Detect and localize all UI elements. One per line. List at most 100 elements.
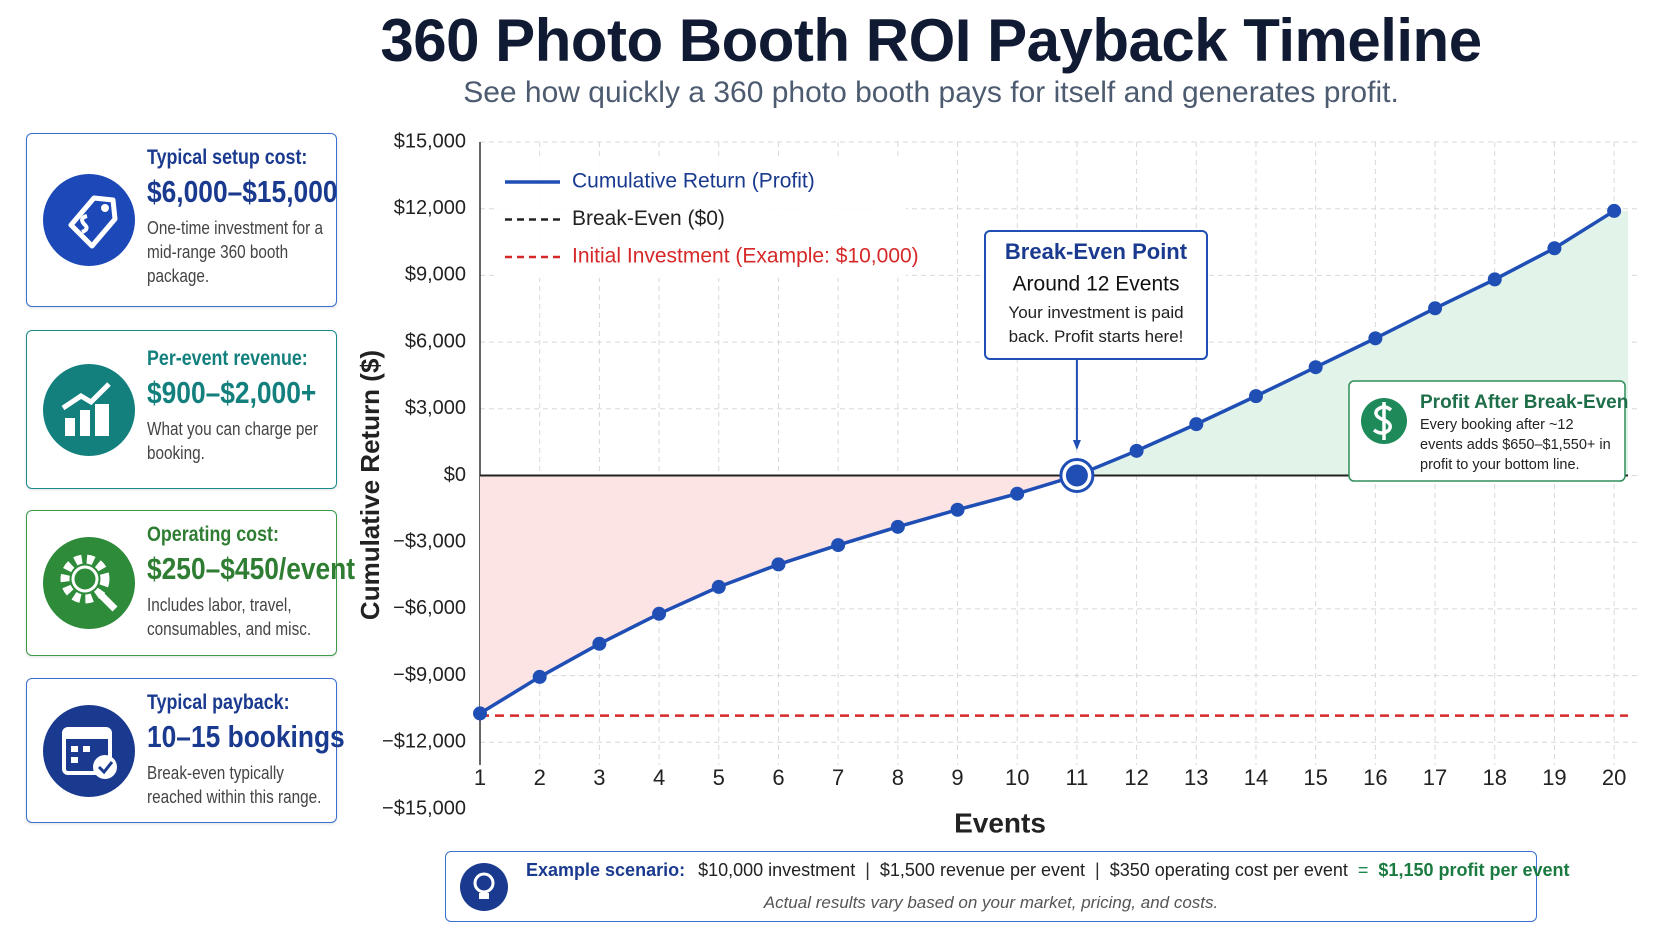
icon xyxy=(460,863,508,911)
callout-icon-glyph xyxy=(1372,402,1393,440)
separator: | xyxy=(865,860,870,880)
separator: | xyxy=(1095,860,1100,880)
data-point xyxy=(1428,301,1443,316)
x-tick-label: 3 xyxy=(593,765,605,790)
card-description: What you can charge per booking. xyxy=(147,419,318,463)
card-text: Typical payback: 10–15 bookings Break-ev… xyxy=(147,691,345,809)
y-tick-label: $15,000 xyxy=(394,130,466,152)
x-tick-label: 13 xyxy=(1184,765,1208,790)
scenario-result: $1,150 profit per event xyxy=(1378,860,1570,880)
y-tick-label: −$15,000 xyxy=(382,797,466,819)
data-point xyxy=(890,519,905,534)
data-point xyxy=(1308,360,1323,375)
card-label: Typical payback: xyxy=(147,691,290,714)
scenario-item: $1,500 revenue per event xyxy=(879,860,1086,880)
card-value: $6,000–$15,000 xyxy=(147,174,338,209)
legend-box xyxy=(494,160,906,278)
x-tick-label: 9 xyxy=(951,765,963,790)
card-label: Typical setup cost: xyxy=(147,146,308,169)
data-point xyxy=(1189,417,1204,432)
card: Per-event revenue: $900–$2,000+ What you… xyxy=(26,330,337,489)
legend-label: Initial Investment (Example: $10,000) xyxy=(572,245,919,268)
scenario-line: Example scenario: $10,000 investment | $1,… xyxy=(526,860,1570,881)
callout-arrow xyxy=(1072,440,1081,450)
card: Typical setup cost: $6,000–$15,000 One-t… xyxy=(26,133,338,307)
series-line xyxy=(479,209,1616,715)
icon xyxy=(43,704,135,797)
data-point xyxy=(1607,203,1622,218)
card-text: Typical setup cost: $6,000–$15,000 One-t… xyxy=(147,146,338,288)
icon xyxy=(43,537,135,629)
x-tick-label: 19 xyxy=(1542,765,1566,790)
card: Typical payback: 10–15 bookings Break-ev… xyxy=(26,678,345,823)
y-tick-label: $6,000 xyxy=(405,330,466,352)
card-label: Per-event revenue: xyxy=(147,347,308,370)
x-tick-label: 11 xyxy=(1065,765,1088,790)
scenario-label: Example scenario: xyxy=(526,860,686,880)
callout-text: Your investment is paid back. Profit star… xyxy=(1008,303,1183,346)
legend-label: Break-Even ($0) xyxy=(572,207,725,230)
data-point xyxy=(771,557,786,572)
x-tick-label: 1 xyxy=(474,765,486,790)
x-tick-label: 5 xyxy=(713,765,725,790)
scenario-item: $350 operating cost per event xyxy=(1109,860,1348,880)
y-tick-label: −$3,000 xyxy=(393,530,466,552)
card-label: Operating cost: xyxy=(147,523,279,546)
x-tick-label: 6 xyxy=(772,765,784,790)
data-point xyxy=(1547,241,1562,256)
x-tick-label: 17 xyxy=(1423,765,1447,790)
footer: Example scenario: $10,000 investment | $1,… xyxy=(445,851,1570,922)
scenario-note: Actual results vary based on your market… xyxy=(763,893,1219,912)
callout-subtitle: Around 12 Events xyxy=(1013,273,1180,296)
data-point xyxy=(592,636,607,651)
loss-area xyxy=(480,475,1077,714)
callout-title: Profit After Break-Even xyxy=(1420,392,1628,413)
data-point xyxy=(1487,272,1502,287)
y-tick-label: $9,000 xyxy=(405,264,466,286)
x-tick-label: 15 xyxy=(1303,765,1327,790)
card-value: $900–$2,000+ xyxy=(147,375,317,410)
data-point xyxy=(652,606,667,621)
callout-text: Every booking after ~12 events adds $650–… xyxy=(1420,417,1611,473)
title: 360 Photo Booth ROI Payback Timeline xyxy=(380,7,1482,74)
y-axis-label: Cumulative Return ($) xyxy=(355,350,385,620)
callout-box xyxy=(984,230,1208,360)
callout-box xyxy=(1348,380,1626,482)
x-tick-label: 7 xyxy=(832,765,844,790)
x-tick-label: 2 xyxy=(534,765,546,790)
data-point xyxy=(1129,443,1144,458)
x-tick-label: 10 xyxy=(1005,765,1029,790)
card-text: Operating cost: $250–$450/event Includes… xyxy=(147,523,356,641)
x-tick-label: 4 xyxy=(653,765,665,790)
x-tick-label: 16 xyxy=(1363,765,1387,790)
data-point xyxy=(831,538,846,553)
data-point xyxy=(711,579,726,594)
x-tick-label: 20 xyxy=(1602,765,1626,790)
callout-title: Break-Even Point xyxy=(1005,239,1188,264)
equals: = xyxy=(1357,860,1369,880)
data-point xyxy=(1010,486,1025,501)
y-tick-label: $12,000 xyxy=(394,197,466,219)
icon xyxy=(43,174,135,266)
scenario-item: $10,000 investment xyxy=(698,860,856,880)
card-value: 10–15 bookings xyxy=(147,719,345,754)
x-axis-label: Events xyxy=(954,807,1046,838)
card-description: One-time investment for a mid-range 360 … xyxy=(147,218,324,286)
y-tick-label: $0 xyxy=(444,464,466,486)
break-even-marker xyxy=(1065,464,1088,487)
icon xyxy=(43,363,135,456)
legend-label: Cumulative Return (Profit) xyxy=(572,170,815,193)
card-description: Break-even typically reached within this… xyxy=(147,763,322,807)
x-tick-label: 8 xyxy=(892,765,904,790)
data-point xyxy=(1368,331,1383,346)
subtitle: See how quickly a 360 photo booth pays f… xyxy=(463,76,1399,109)
data-point xyxy=(532,669,547,684)
x-tick-label: 18 xyxy=(1483,765,1507,790)
card-value: $250–$450/event xyxy=(147,551,356,586)
card: Operating cost: $250–$450/event Includes… xyxy=(26,510,356,656)
y-tick-label: −$12,000 xyxy=(382,731,466,753)
y-tick-label: −$6,000 xyxy=(393,597,466,619)
card-description: Includes labor, travel, consumables, and… xyxy=(147,595,312,639)
